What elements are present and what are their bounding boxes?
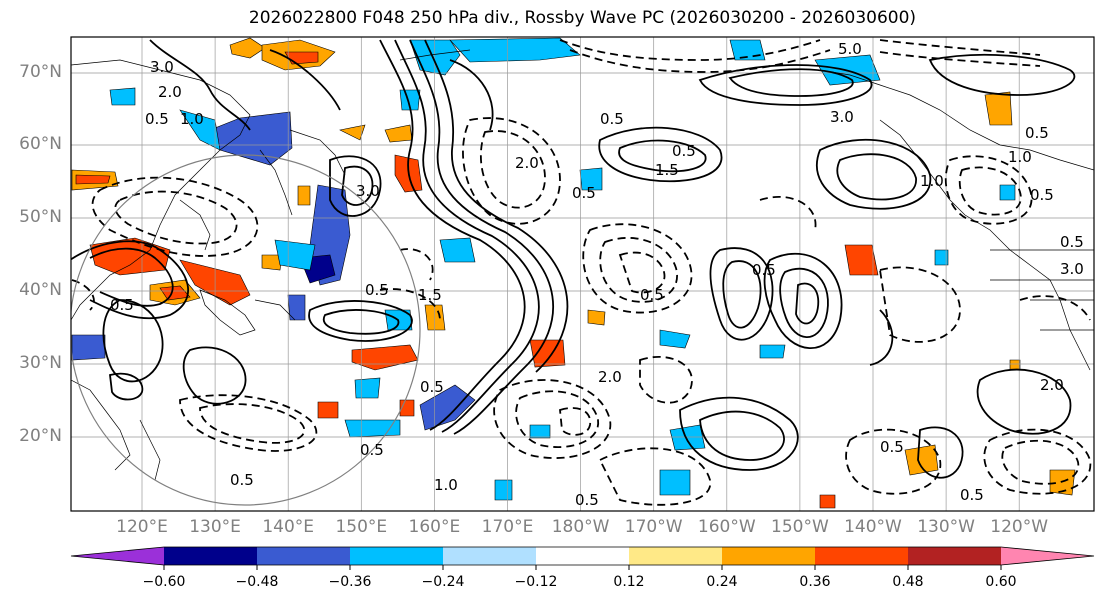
contour-value-label: 1.5 (418, 286, 442, 304)
colorbar-segment (443, 547, 536, 565)
shading-layer (71, 37, 1076, 509)
negative-contours (71, 39, 1092, 506)
contour-value-label: 0.5 (640, 286, 664, 304)
latitude-label: 40°N (19, 280, 62, 300)
longitude-label: 170°E (481, 517, 534, 537)
contour-labels: 5.03.02.00.5 1.01.50.53.00.53.02.00.5 1.5 0… (110, 40, 1084, 509)
contour-value-label: 3.0 (1060, 260, 1084, 278)
contour-value-label: 0.5 (365, 281, 389, 299)
longitude-label: 120°W (990, 517, 1049, 537)
longitude-label: 120°E (116, 517, 168, 537)
longitude-label: 130°E (189, 517, 241, 537)
contour-value-label: 0.5 (672, 142, 696, 160)
plot-frame (70, 36, 1095, 512)
colorbar-segment (350, 547, 443, 565)
contour-value-label: 3.0 (830, 108, 854, 126)
latitude-label: 70°N (19, 62, 62, 82)
longitude-label: 140°E (262, 517, 315, 537)
contour-value-label: 0.5 (572, 184, 596, 202)
latitude-label: 50°N (19, 207, 62, 227)
longitude-label: 150°E (335, 517, 388, 537)
colorbar-tick-label: 0.48 (892, 574, 924, 590)
contour-value-label: 2.0 (1040, 376, 1064, 394)
colorbar-tick-label: −0.36 (328, 574, 372, 590)
contour-value-label: 0.5 (360, 441, 384, 459)
longitude-label: 150°W (771, 517, 829, 537)
colorbar-segment (71, 547, 164, 565)
longitude-label: 170°W (624, 517, 683, 537)
contour-value-label: 0.5 (1060, 233, 1084, 251)
contour-value-label: 0.5 (110, 296, 134, 314)
colorbar-segment (1001, 547, 1094, 565)
colorbar-segment (629, 547, 722, 565)
contour-value-label: 1.0 (180, 110, 204, 128)
contour-value-label: 1.0 (920, 172, 944, 190)
contour-value-label: 1.0 (1008, 148, 1032, 166)
contour-value-label: 0.5 (600, 110, 624, 128)
contour-value-label: 2.0 (598, 368, 622, 386)
graticule (71, 37, 1094, 511)
contour-value-label: 3.0 (150, 58, 174, 76)
colorbar-tick-label: 0.12 (613, 574, 645, 590)
colorbar-segment (536, 547, 629, 565)
colorbar-segment (722, 547, 815, 565)
colorbar-segment (257, 547, 350, 565)
coastlines (71, 49, 1094, 481)
contour-value-label: 0.5 (960, 486, 984, 504)
colorbar-segment (815, 547, 908, 565)
contour-value-label: 0.5 (880, 438, 904, 456)
longitude-label: 160°W (697, 517, 756, 537)
contour-value-label: 2.0 (515, 154, 539, 172)
longitude-label: 130°W (917, 517, 975, 537)
map-title: 2026022800 F048 250 hPa div., Rossby Wav… (248, 8, 917, 28)
colorbar-tick-label: −0.12 (514, 574, 558, 590)
colorbar-tick-label: −0.60 (142, 574, 186, 590)
highlight-circle (71, 154, 421, 506)
colorbar (70, 546, 1095, 570)
colorbar-segment (164, 547, 257, 565)
colorbar-tick-label: −0.48 (235, 574, 279, 590)
contour-lines (71, 39, 1092, 506)
contour-value-label: 0.5 (420, 378, 444, 396)
contour-value-label: 2.0 (158, 83, 182, 101)
colorbar-tick-label: −0.24 (421, 574, 465, 590)
longitude-label: 140°W (844, 517, 902, 537)
contour-value-label: 1.0 (434, 476, 458, 494)
contour-value-label: 1.5 (655, 161, 679, 179)
colorbar-tick-label: 0.36 (799, 574, 831, 590)
colorbar-tick-label: 0.24 (706, 574, 738, 590)
latitude-label: 60°N (19, 134, 62, 154)
longitude-label: 160°E (408, 517, 461, 537)
contour-value-label: 3.0 (356, 182, 380, 200)
contour-value-label: 0.5 (1025, 124, 1049, 142)
contour-value-label: 0.5 (752, 261, 776, 279)
plot-background (71, 37, 1094, 511)
contour-value-label: 0.5 (230, 471, 254, 489)
contour-value-label: 0.5 (575, 491, 599, 509)
longitude-label: 180°W (551, 517, 610, 537)
contour-value-label: 5.0 (838, 40, 862, 58)
latitude-label: 20°N (19, 426, 62, 446)
latitude-label: 30°N (19, 353, 62, 373)
positive-contours (71, 39, 1076, 479)
contour-value-label: 0.5 (1030, 186, 1054, 204)
colorbar-tick-label: 0.60 (985, 574, 1017, 590)
colorbar-segment (908, 547, 1001, 565)
contour-value-label: 0.5 (145, 110, 169, 128)
